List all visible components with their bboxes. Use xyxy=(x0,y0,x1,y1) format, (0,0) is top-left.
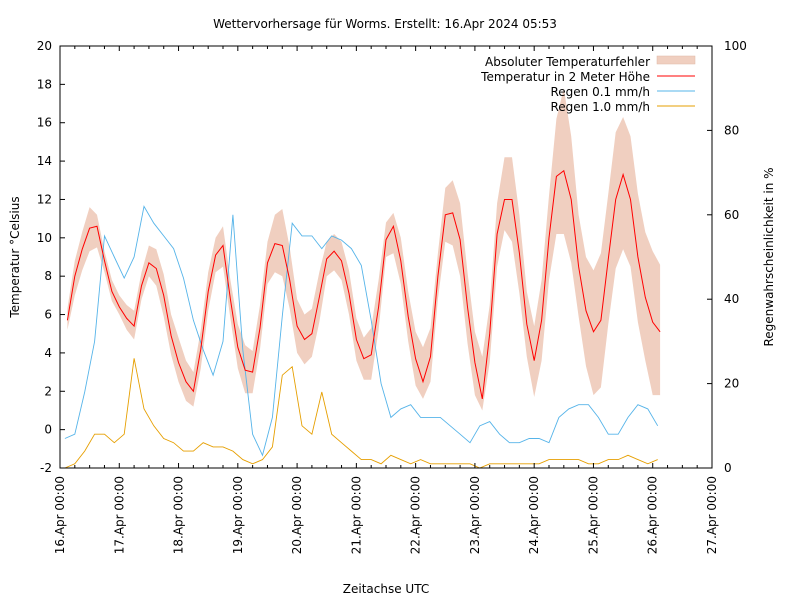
y-tick-label: 6 xyxy=(44,308,52,322)
legend-swatch-band xyxy=(656,55,696,65)
x-tick-label: 26.Apr 00:00 xyxy=(646,476,660,554)
y-tick-label: 12 xyxy=(37,192,52,206)
x-tick-label: 19.Apr 00:00 xyxy=(231,476,245,554)
legend-label-band: Absoluter Temperaturfehler xyxy=(485,55,650,69)
x-tick-label: 25.Apr 00:00 xyxy=(587,476,601,554)
y-axis-label: Temperatur °Celsius xyxy=(8,196,22,318)
legend-label-rain01: Regen 0.1 mm/h xyxy=(550,85,650,99)
x-tick-label: 24.Apr 00:00 xyxy=(527,476,541,554)
y2-tick-label: 80 xyxy=(724,123,739,137)
y-tick-label: 16 xyxy=(37,116,52,130)
y-tick-label: -2 xyxy=(40,461,52,475)
y-tick-label: 0 xyxy=(44,423,52,437)
y-tick-label: 2 xyxy=(44,384,52,398)
rain-1.0-line xyxy=(64,358,658,468)
y-tick-label: 20 xyxy=(37,39,52,53)
chart-title: Wettervorhersage für Worms. Erstellt: 16… xyxy=(213,17,557,31)
x-tick-label: 18.Apr 00:00 xyxy=(172,476,186,554)
x-tick-label: 21.Apr 00:00 xyxy=(349,476,363,554)
x-tick-label: 16.Apr 00:00 xyxy=(53,476,67,554)
x-tick-label: 22.Apr 00:00 xyxy=(409,476,423,554)
y2-axis-label: Regenwahrscheinlichkeit in % xyxy=(762,167,776,346)
temperature-line xyxy=(66,169,661,399)
legend: Absoluter Temperaturfehler Temperatur in… xyxy=(480,55,696,114)
y2-tick-label: 60 xyxy=(724,208,739,222)
temperature-error-band xyxy=(67,88,661,411)
y-tick-label: 18 xyxy=(37,77,52,91)
y2-tick-label: 20 xyxy=(724,377,739,391)
legend-label-rain10: Regen 1.0 mm/h xyxy=(550,100,650,114)
x-axis-label: Zeitachse UTC xyxy=(343,582,429,596)
y-tick-label: 4 xyxy=(44,346,52,360)
y2-tick-label: 100 xyxy=(724,39,747,53)
y-tick-label: 14 xyxy=(37,154,52,168)
y2-tick-label: 40 xyxy=(724,292,739,306)
y2-tick-label: 0 xyxy=(724,461,732,475)
x-tick-label: 23.Apr 00:00 xyxy=(468,476,482,554)
rain-0.1-line xyxy=(64,205,659,457)
x-tick-label: 27.Apr 00:00 xyxy=(705,476,719,554)
x-tick-label: 17.Apr 00:00 xyxy=(112,476,126,554)
y-tick-label: 10 xyxy=(37,231,52,245)
x-tick-label: 20.Apr 00:00 xyxy=(290,476,304,554)
y-tick-label: 8 xyxy=(44,269,52,283)
legend-label-temperature: Temperatur in 2 Meter Höhe xyxy=(480,70,650,84)
